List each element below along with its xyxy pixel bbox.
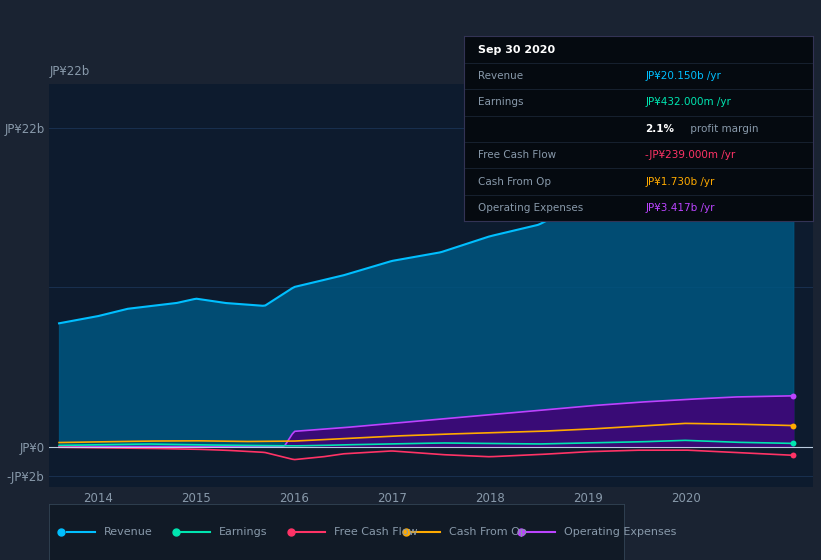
Text: Sep 30 2020: Sep 30 2020 bbox=[478, 45, 555, 54]
Text: Operating Expenses: Operating Expenses bbox=[564, 527, 676, 537]
Text: Earnings: Earnings bbox=[218, 527, 268, 537]
Text: JP¥432.000m /yr: JP¥432.000m /yr bbox=[645, 97, 732, 108]
Text: Operating Expenses: Operating Expenses bbox=[478, 203, 583, 213]
Text: 2.1%: 2.1% bbox=[645, 124, 674, 134]
Text: Cash From Op: Cash From Op bbox=[478, 176, 551, 186]
Text: Earnings: Earnings bbox=[478, 97, 523, 108]
Text: JP¥1.730b /yr: JP¥1.730b /yr bbox=[645, 176, 715, 186]
Text: Free Cash Flow: Free Cash Flow bbox=[334, 527, 417, 537]
Text: Revenue: Revenue bbox=[478, 71, 523, 81]
Point bbox=[787, 391, 800, 400]
Text: JP¥20.150b /yr: JP¥20.150b /yr bbox=[645, 71, 721, 81]
Text: JP¥3.417b /yr: JP¥3.417b /yr bbox=[645, 203, 715, 213]
Text: JP¥22b: JP¥22b bbox=[49, 66, 89, 78]
Text: -JP¥239.000m /yr: -JP¥239.000m /yr bbox=[645, 150, 736, 160]
Point bbox=[787, 421, 800, 430]
Point bbox=[787, 451, 800, 460]
Text: Revenue: Revenue bbox=[103, 527, 153, 537]
Text: profit margin: profit margin bbox=[687, 124, 759, 134]
Text: Cash From Op: Cash From Op bbox=[449, 527, 526, 537]
Point bbox=[787, 151, 800, 160]
Point bbox=[787, 439, 800, 448]
Text: Free Cash Flow: Free Cash Flow bbox=[478, 150, 556, 160]
